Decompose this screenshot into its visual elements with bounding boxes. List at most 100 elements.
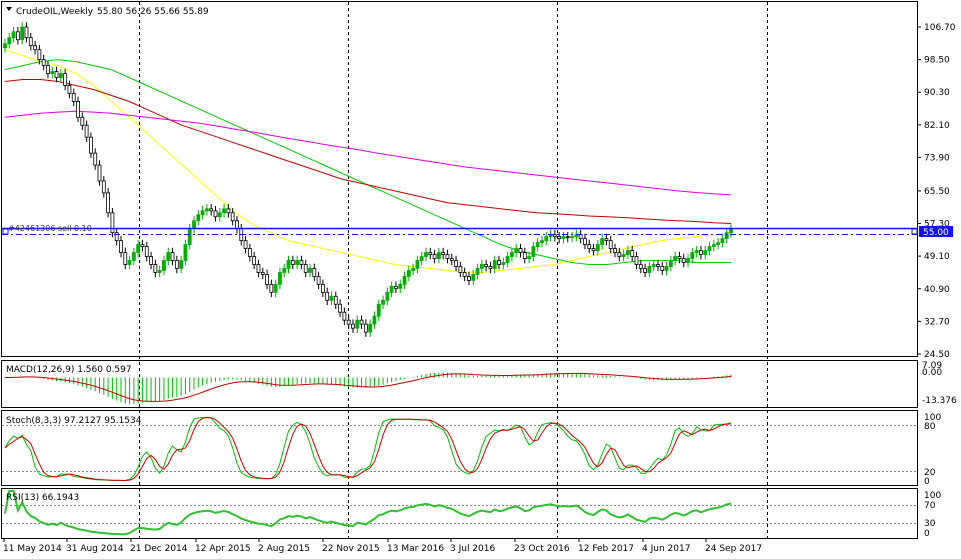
candle-body: [565, 236, 570, 239]
candle-body: [544, 236, 549, 242]
candle-body: [63, 73, 68, 86]
candle-body: [308, 268, 312, 273]
candle-body: [621, 254, 626, 257]
macd-axis-bottom: -13.376: [922, 396, 957, 406]
candle-body: [295, 260, 300, 265]
candle-body: [247, 248, 252, 257]
candle-body: [703, 250, 708, 255]
candle-body: [419, 256, 424, 261]
time-axis-label: 23 Oct 2016: [514, 544, 570, 554]
candle-body: [149, 256, 153, 265]
candle-body: [110, 212, 115, 234]
candle-body: [7, 37, 12, 45]
candle-body: [527, 256, 531, 259]
symbol-label: CrudeOIL,Weekly: [16, 7, 94, 17]
price-axis-label: 40.90: [924, 285, 950, 295]
candle-body: [376, 303, 381, 317]
candle-body: [454, 260, 458, 267]
candle-body: [699, 250, 703, 255]
candle-body: [187, 228, 192, 246]
time-axis-label: 2 Aug 2015: [258, 544, 310, 554]
candle-body: [660, 266, 665, 271]
candle-body: [617, 252, 622, 257]
time-axis-label: 24 Sep 2017: [705, 544, 762, 554]
candle-body: [114, 232, 119, 242]
candle-body: [514, 248, 519, 253]
price-axis-label: 49.10: [924, 252, 950, 262]
candle-body: [625, 250, 630, 255]
candle-body: [638, 264, 643, 269]
candle-body: [106, 192, 111, 214]
ma-line: [4, 110, 732, 196]
candle-body: [303, 264, 308, 273]
candle-body: [441, 252, 446, 255]
candle-body: [488, 266, 493, 269]
candle-body: [673, 256, 678, 261]
candle-body: [552, 234, 557, 238]
candle-body: [286, 260, 291, 269]
candle-body: [694, 250, 699, 253]
candle-body: [462, 272, 467, 277]
candle-body: [557, 236, 562, 240]
candle-body: [136, 244, 141, 253]
candle-body: [282, 268, 287, 273]
candle-body: [119, 240, 123, 253]
time-axis-label: 4 Jun 2017: [642, 544, 690, 554]
candle-body: [595, 244, 600, 251]
macd-signal-line: [5, 372, 732, 402]
order-line-right-handle[interactable]: [911, 228, 918, 235]
price-axis-label: 82.10: [924, 121, 950, 131]
time-axis-label: 21 Dec 2014: [130, 544, 188, 554]
candle-body: [80, 116, 85, 126]
candle-body: [720, 238, 725, 244]
candle-body: [643, 268, 647, 273]
candle-body: [299, 260, 304, 265]
candle-body: [50, 71, 55, 74]
candle-body: [591, 248, 596, 251]
price-axis-label: 73.90: [924, 153, 950, 163]
candle-body: [54, 71, 59, 78]
order-line-left-handle[interactable]: [2, 228, 9, 235]
vertical-grid-lines: [139, 2, 768, 538]
candle-body: [15, 31, 20, 41]
candle-body: [510, 252, 514, 257]
candle-body: [101, 180, 106, 194]
candle-body: [385, 291, 390, 301]
order-line[interactable]: #42461306 sell 0.10: [2, 224, 918, 235]
triangle-down-icon[interactable]: [6, 7, 12, 11]
candle-body: [368, 323, 373, 333]
rsi-line: [4, 490, 732, 536]
stoch-panel[interactable]: [1, 410, 918, 486]
candle-body: [183, 244, 188, 261]
candle-body: [67, 85, 72, 94]
candle-body: [411, 268, 416, 271]
candle-body: [11, 31, 16, 39]
rsi-axis-0: 0: [924, 529, 930, 539]
candle-body: [651, 264, 656, 267]
macd-axis-zero: 0.00: [922, 368, 942, 378]
indicator-levels: [2, 425, 917, 524]
chart-header: CrudeOIL,Weekly 55.80 56.26 55.66 55.89: [6, 7, 209, 17]
candle-body: [157, 270, 162, 273]
candle-body: [37, 49, 42, 61]
candle-body: [213, 210, 218, 218]
candle-body: [290, 260, 295, 265]
time-axis-label: 31 Aug 2014: [66, 544, 124, 554]
moving-averages: [4, 49, 732, 273]
candle-body: [312, 268, 317, 277]
candle-body: [226, 208, 231, 214]
candle-body: [127, 260, 132, 265]
candle-body: [325, 291, 330, 301]
candle-body: [600, 238, 605, 246]
macd-panel[interactable]: [1, 360, 918, 408]
candle-body: [518, 248, 523, 253]
candle-body: [381, 299, 385, 305]
candle-body: [320, 283, 325, 293]
candle-body: [170, 252, 175, 261]
main-price-panel[interactable]: [1, 1, 918, 357]
candle-body: [668, 260, 673, 267]
candle-body: [24, 26, 29, 39]
candle-body: [664, 266, 669, 271]
candle-body: [587, 244, 592, 249]
